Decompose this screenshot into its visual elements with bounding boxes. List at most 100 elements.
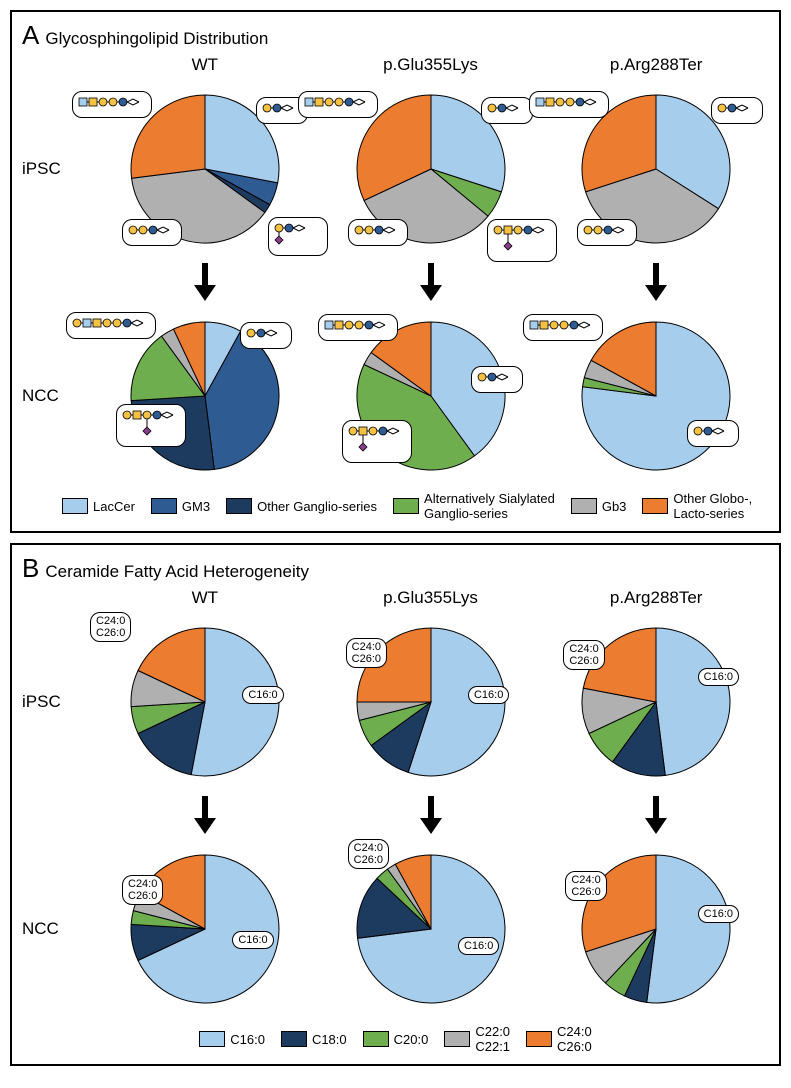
panel-b-row-ncc: NCC C16:0C24:0 C26:0 C16:0C24:0 C26:0 C1… — [22, 841, 769, 1016]
legend-item-laccer: LacCer — [62, 491, 135, 521]
legend-item-otherganglio: Other Ganglio-series — [226, 491, 377, 521]
glycan-callout-globolong — [66, 312, 156, 339]
callout-label: C16:0 — [698, 668, 739, 686]
legend-label: Gb3 — [602, 499, 627, 514]
legend-label: C16:0 — [230, 1032, 265, 1047]
legend-swatch — [226, 498, 252, 514]
legend-label: GM3 — [182, 499, 210, 514]
legend-label: C24:0 C26:0 — [557, 1024, 592, 1054]
col-header-wt-b: WT — [92, 588, 318, 608]
panel-b-header: B Ceramide Fatty Acid Heterogeneity — [22, 553, 769, 584]
callout-label: C24:0 C26:0 — [90, 612, 131, 642]
glycan-callout-gb3 — [122, 219, 182, 246]
panel-b-row-ipsc: iPSC C16:0C24:0 C26:0 C16:0C24:0 C26:0 C… — [22, 614, 769, 789]
glycan-callout-altsialyl — [342, 420, 412, 463]
panel-a-arrows — [92, 262, 769, 302]
pie-a-ncc-wt — [92, 308, 318, 483]
callout-label: C16:0 — [468, 686, 509, 704]
pie-a-ipsc-arg — [543, 81, 769, 256]
legend-swatch — [393, 498, 419, 514]
legend-label: Alternatively Sialylated Ganglio-series — [424, 491, 555, 521]
glycan-callout-laccer — [240, 322, 292, 349]
legend-item-gm3: GM3 — [151, 491, 210, 521]
panel-a-header: A Glycosphingolipid Distribution — [22, 20, 769, 51]
panel-b: B Ceramide Fatty Acid Heterogeneity WT p… — [10, 543, 781, 1066]
legend-item-c16: C16:0 — [199, 1024, 265, 1054]
pie-a-ipsc-glu — [318, 81, 544, 256]
glycan-callout-globo — [529, 91, 609, 118]
arrow-a-glu — [318, 262, 544, 302]
glycan-callout-laccer — [481, 97, 533, 124]
legend-swatch — [363, 1031, 389, 1047]
legend-item-altsialyl: Alternatively Sialylated Ganglio-series — [393, 491, 555, 521]
panel-b-arrows — [92, 795, 769, 835]
callout-label: C24:0 C26:0 — [122, 875, 163, 905]
callout-label: C16:0 — [458, 937, 499, 955]
callout-label: C24:0 C26:0 — [348, 839, 389, 869]
col-header-wt: WT — [92, 55, 318, 75]
col-header-arg-b: p.Arg288Ter — [543, 588, 769, 608]
glycan-callout-globo — [72, 91, 152, 118]
panel-a-row-ipsc: iPSC — [22, 81, 769, 256]
legend-label: C18:0 — [312, 1032, 347, 1047]
col-header-arg: p.Arg288Ter — [543, 55, 769, 75]
panel-b-legend: C16:0 C18:0 C20:0 C22:0 C22:1 C24:0 C26:0 — [22, 1024, 769, 1054]
legend-swatch — [151, 498, 177, 514]
pie-b-ncc-glu: C16:0 C24:0 C26:0 — [318, 841, 544, 1016]
legend-swatch — [571, 498, 597, 514]
col-header-glu-b: p.Glu355Lys — [318, 588, 544, 608]
pie-b-ipsc-glu: C16:0 C24:0 C26:0 — [318, 614, 544, 789]
callout-label: C24:0 C26:0 — [565, 871, 606, 901]
legend-swatch — [444, 1031, 470, 1047]
legend-swatch — [642, 498, 668, 514]
glycan-callout-globo — [523, 314, 603, 341]
legend-item-c24_26: C24:0 C26:0 — [526, 1024, 592, 1054]
legend-swatch — [281, 1031, 307, 1047]
panel-b-letter: B — [22, 553, 39, 584]
panel-a-title: Glycosphingolipid Distribution — [45, 29, 268, 49]
pie-b-ipsc-arg: C16:0 C24:0 C26:0 — [543, 614, 769, 789]
pie-b-ncc-arg: C16:0C24:0 C26:0 — [543, 841, 769, 1016]
legend-label: C20:0 — [394, 1032, 429, 1047]
col-header-glu: p.Glu355Lys — [318, 55, 544, 75]
pie-a-ipsc-wt — [92, 81, 318, 256]
panel-a-letter: A — [22, 20, 39, 51]
pie-b-ncc-wt: C16:0 C24:0 C26:0 — [92, 841, 318, 1016]
row-label-ipsc-a: iPSC — [22, 159, 92, 179]
arrow-b-glu — [318, 795, 544, 835]
legend-item-c18: C18:0 — [281, 1024, 347, 1054]
legend-label: Other Ganglio-series — [257, 499, 377, 514]
row-label-ncc-a: NCC — [22, 386, 92, 406]
panel-a-col-headers: WT p.Glu355Lys p.Arg288Ter — [92, 55, 769, 75]
glycan-callout-laccer — [687, 420, 739, 447]
callout-label: C16:0 — [242, 686, 283, 704]
arrow-b-arg — [543, 795, 769, 835]
legend-item-gb3: Gb3 — [571, 491, 627, 521]
panel-a: A Glycosphingolipid Distribution WT p.Gl… — [10, 10, 781, 533]
glycan-callout-laccer — [471, 366, 523, 393]
glycan-callout-laccer — [711, 97, 763, 124]
pie-b-ipsc-wt: C16:0 C24:0 C26:0 — [92, 614, 318, 789]
legend-item-c20: C20:0 — [363, 1024, 429, 1054]
arrow-a-arg — [543, 262, 769, 302]
callout-label: C24:0 C26:0 — [346, 638, 387, 668]
legend-swatch — [199, 1031, 225, 1047]
legend-label: LacCer — [93, 499, 135, 514]
pie-a-ncc-arg — [543, 308, 769, 483]
legend-item-c22: C22:0 C22:1 — [444, 1024, 510, 1054]
callout-label: C16:0 — [232, 931, 273, 949]
callout-label: C24:0 C26:0 — [563, 640, 604, 670]
legend-label: Other Globo-, Lacto-series — [673, 491, 752, 521]
panel-a-legend: LacCer GM3 Other Ganglio-series Alternative… — [62, 491, 769, 521]
panel-a-row-ncc: NCC — [22, 308, 769, 483]
legend-swatch — [62, 498, 88, 514]
panel-b-title: Ceramide Fatty Acid Heterogeneity — [45, 562, 309, 582]
legend-label: C22:0 C22:1 — [475, 1024, 510, 1054]
glycan-callout-globo — [298, 91, 378, 118]
legend-swatch — [526, 1031, 552, 1047]
panel-b-col-headers: WT p.Glu355Lys p.Arg288Ter — [92, 588, 769, 608]
glycan-callout-gb3 — [348, 219, 408, 246]
legend-item-otherglobo: Other Globo-, Lacto-series — [642, 491, 752, 521]
arrow-a-wt — [92, 262, 318, 302]
glycan-callout-gb3 — [577, 219, 637, 246]
